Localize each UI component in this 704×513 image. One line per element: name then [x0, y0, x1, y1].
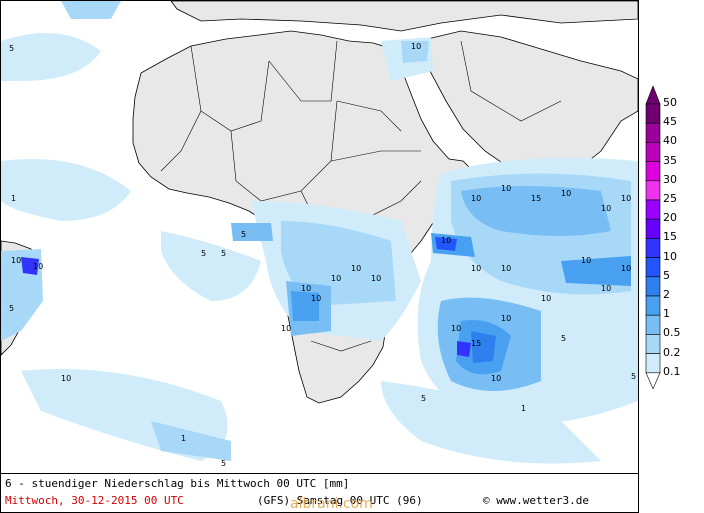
legend-swatch: [645, 199, 661, 220]
legend-swatch: [645, 122, 661, 143]
svg-text:10: 10: [451, 324, 461, 333]
legend-label: 50: [663, 96, 677, 109]
legend-swatch: [645, 295, 661, 316]
svg-text:10: 10: [301, 284, 311, 293]
svg-text:1: 1: [181, 434, 186, 443]
svg-text:10: 10: [621, 264, 631, 273]
svg-text:10: 10: [501, 264, 511, 273]
legend-label: 45: [663, 115, 677, 129]
legend-label: 0.1: [663, 364, 681, 378]
svg-text:10: 10: [441, 236, 451, 245]
svg-text:15: 15: [531, 194, 541, 203]
legend-swatch: [645, 103, 661, 124]
svg-text:1: 1: [11, 194, 16, 203]
legend-label: 25: [663, 192, 677, 205]
precipitation-areas: [1, 1, 638, 464]
svg-text:5: 5: [201, 249, 206, 258]
legend-swatch: [645, 218, 661, 239]
svg-text:10: 10: [411, 42, 421, 51]
legend-swatch: [645, 314, 661, 335]
legend-label: 5: [663, 268, 670, 282]
legend-swatch: [645, 238, 661, 258]
svg-text:5: 5: [221, 459, 226, 468]
copyright: © www.wetter3.de: [483, 494, 589, 507]
legend-label: 30: [663, 172, 677, 186]
legend-swatch: [645, 142, 661, 162]
legend-swatch: [645, 334, 661, 354]
arabian-peninsula: [418, 30, 638, 178]
svg-text:5: 5: [561, 334, 566, 343]
svg-text:10: 10: [351, 264, 361, 273]
svg-text:10: 10: [331, 274, 341, 283]
legend-label: 0.2: [663, 345, 681, 359]
legend-arrow-bottom: [645, 372, 661, 390]
watermark-text: albrani.com: [290, 496, 373, 512]
svg-text:5: 5: [221, 249, 226, 258]
svg-text:10: 10: [471, 264, 481, 273]
svg-text:10: 10: [501, 314, 511, 323]
svg-text:5: 5: [241, 230, 246, 239]
svg-text:10: 10: [501, 184, 511, 193]
svg-text:10: 10: [371, 274, 381, 283]
svg-text:10: 10: [281, 324, 291, 333]
legend-swatch: [645, 353, 661, 374]
svg-text:10: 10: [33, 262, 43, 271]
legend-label: 40: [663, 134, 677, 148]
forecast-date: Mittwoch, 30-12-2015 00 UTC: [5, 494, 184, 507]
svg-text:5: 5: [421, 394, 426, 403]
legend-label: 2: [663, 288, 670, 301]
svg-text:10: 10: [61, 374, 71, 383]
legend-swatch: [645, 257, 661, 278]
svg-text:5: 5: [631, 372, 636, 381]
legend-label: 1: [663, 307, 670, 321]
legend-colorbar: [645, 86, 661, 390]
svg-text:1: 1: [521, 404, 526, 413]
svg-text:15: 15: [471, 339, 481, 348]
legend-swatch: [645, 161, 661, 182]
svg-text:10: 10: [311, 294, 321, 303]
svg-text:10: 10: [541, 294, 551, 303]
europe-strip: [170, 1, 638, 32]
svg-text:10: 10: [561, 189, 571, 198]
legend-label: 35: [663, 153, 677, 167]
map-title: 6 - stuendiger Niederschlag bis Mittwoch…: [5, 477, 350, 490]
model-run: (GFS) Samstag 00 UTC (96): [257, 494, 423, 507]
legend-label: 10: [663, 249, 677, 263]
svg-text:10: 10: [601, 204, 611, 213]
legend-arrow-top: [645, 86, 661, 105]
legend-swatch: [645, 276, 661, 297]
legend-label: 0.5: [663, 326, 681, 340]
legend-swatch: [645, 180, 661, 201]
precipitation-map: 10 10 15 10 10 10 10 10 10 10 10 10 15 10 10 10 10 1…: [0, 0, 639, 474]
svg-text:5: 5: [9, 44, 14, 53]
legend-label: 15: [663, 230, 677, 244]
svg-text:10: 10: [491, 374, 501, 383]
svg-text:10: 10: [601, 284, 611, 293]
svg-text:10: 10: [621, 194, 631, 203]
svg-text:10: 10: [11, 256, 21, 265]
legend-label: 20: [663, 211, 677, 225]
svg-text:10: 10: [581, 256, 591, 265]
precipitation-legend: 50 45 40 35 30 25 20 15 10 5 2 1 0.5 0.2 0.1: [643, 86, 704, 396]
svg-text:5: 5: [9, 304, 14, 313]
svg-text:10: 10: [471, 194, 481, 203]
